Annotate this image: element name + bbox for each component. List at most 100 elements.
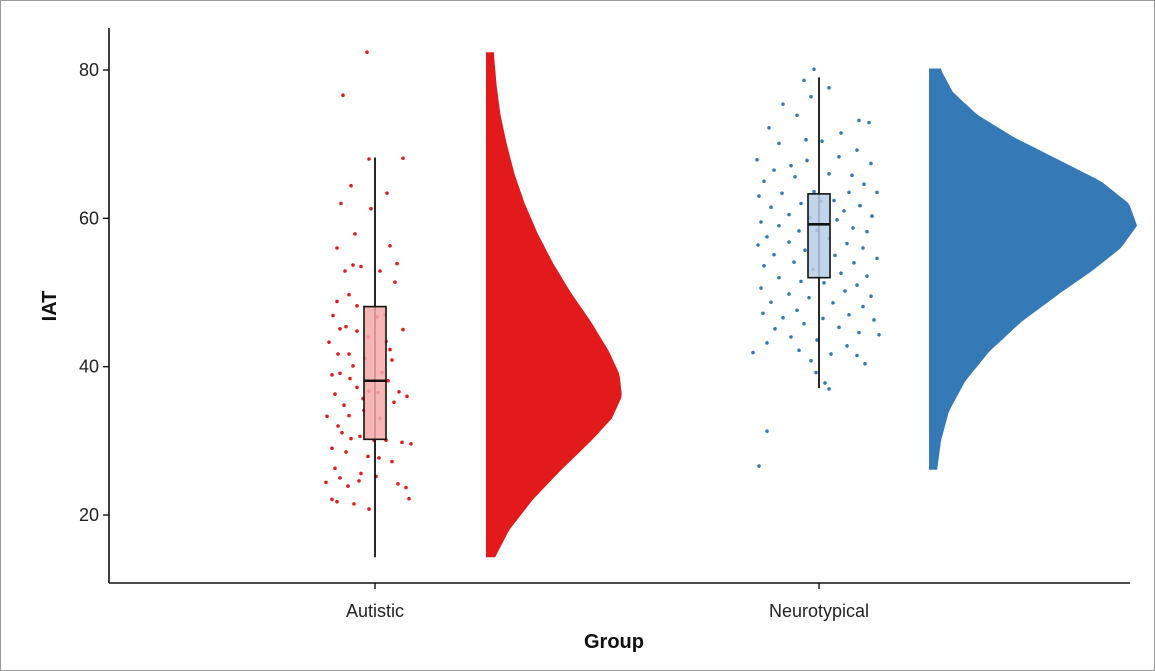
data-point xyxy=(795,113,799,118)
data-point xyxy=(359,471,363,476)
data-point xyxy=(865,274,869,278)
data-point xyxy=(330,373,334,377)
group-neurotypical xyxy=(751,67,1137,470)
data-point xyxy=(327,340,331,344)
data-point xyxy=(855,283,859,287)
data-point xyxy=(355,329,359,333)
data-point xyxy=(404,485,408,490)
data-point xyxy=(845,344,849,348)
data-point xyxy=(390,358,394,362)
data-point xyxy=(757,464,761,468)
data-point xyxy=(822,281,826,285)
data-point xyxy=(388,243,392,248)
data-point xyxy=(347,292,351,297)
data-point xyxy=(340,430,344,435)
y-tick-label: 40 xyxy=(79,357,99,377)
data-point xyxy=(839,271,843,276)
data-point xyxy=(804,137,808,142)
data-point xyxy=(401,327,405,332)
data-point xyxy=(845,241,849,246)
data-point xyxy=(396,482,400,486)
data-point xyxy=(769,205,773,210)
chart-ticks: 20 40 60 80 Autistic Neurotypical xyxy=(79,60,869,621)
data-point xyxy=(325,414,329,419)
data-point xyxy=(823,381,827,385)
data-point xyxy=(353,232,357,236)
data-point xyxy=(358,434,362,439)
data-point xyxy=(330,446,334,451)
data-point xyxy=(833,253,837,258)
data-point xyxy=(851,226,855,230)
data-point xyxy=(759,220,763,224)
data-point xyxy=(359,264,363,269)
data-point xyxy=(815,338,819,342)
data-point xyxy=(807,295,811,300)
y-axis-title: IAT xyxy=(39,291,61,322)
data-point xyxy=(405,394,409,399)
y-tick-label: 60 xyxy=(79,208,99,228)
data-point xyxy=(330,497,334,502)
data-point xyxy=(339,201,343,206)
data-point xyxy=(777,275,781,280)
data-point xyxy=(338,371,342,376)
data-point xyxy=(821,316,825,321)
data-point xyxy=(344,450,348,454)
data-point xyxy=(347,413,351,418)
data-point xyxy=(366,454,370,459)
data-point xyxy=(341,93,345,98)
data-point xyxy=(378,269,382,273)
data-point xyxy=(827,387,831,391)
data-point xyxy=(861,246,865,250)
data-point xyxy=(765,235,769,239)
data-point xyxy=(855,148,859,152)
data-point xyxy=(869,294,873,299)
data-point xyxy=(335,299,339,304)
data-point xyxy=(797,229,801,233)
data-point xyxy=(835,218,839,222)
data-point xyxy=(863,361,867,366)
data-point xyxy=(773,327,777,331)
data-point xyxy=(343,269,347,273)
data-point xyxy=(336,352,340,356)
data-point xyxy=(789,335,793,339)
data-point xyxy=(847,190,851,195)
data-point xyxy=(762,264,766,268)
data-point xyxy=(765,341,769,345)
data-point xyxy=(861,304,865,309)
data-point xyxy=(852,261,856,265)
data-point xyxy=(347,352,351,356)
data-point xyxy=(357,479,361,483)
data-point xyxy=(335,499,339,504)
data-point xyxy=(812,67,816,72)
data-point xyxy=(755,157,759,162)
data-point xyxy=(787,292,791,296)
data-point xyxy=(837,154,841,159)
data-point xyxy=(827,86,831,90)
data-point xyxy=(777,223,781,228)
data-point xyxy=(837,325,841,330)
data-point xyxy=(875,256,879,261)
data-point xyxy=(802,321,806,326)
data-point xyxy=(820,139,824,143)
data-point xyxy=(761,311,765,316)
data-point xyxy=(348,376,352,381)
data-point xyxy=(777,141,781,146)
data-point xyxy=(335,246,339,250)
density-half-violin xyxy=(929,68,1137,470)
data-point xyxy=(401,156,405,161)
data-point xyxy=(803,248,807,253)
density-half-violin xyxy=(486,52,622,558)
data-point xyxy=(855,353,859,358)
y-tick-label: 80 xyxy=(79,60,99,80)
chart-axes xyxy=(108,28,1130,584)
data-point xyxy=(351,364,355,368)
data-point xyxy=(772,252,776,257)
data-point xyxy=(352,502,356,506)
data-point xyxy=(346,484,350,488)
data-point xyxy=(795,308,799,313)
data-point xyxy=(400,440,404,445)
data-point xyxy=(827,172,831,176)
data-point xyxy=(757,194,761,198)
data-point xyxy=(336,424,340,428)
